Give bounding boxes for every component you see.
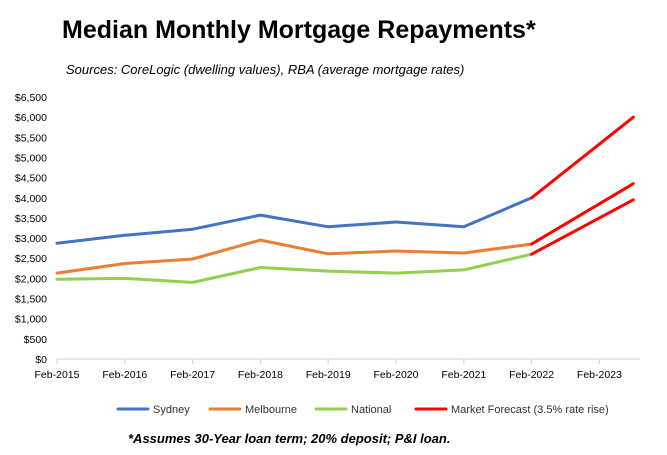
y-tick-label: $4,000	[15, 193, 47, 205]
legend-label: Market Forecast (3.5% rate rise)	[451, 404, 609, 416]
x-tick-label: Feb-2019	[306, 369, 351, 381]
x-tick-label: Feb-2017	[170, 369, 215, 381]
y-axis-ticks: $0 $500 $1,000 $1,500 $2,000 $2,500 $3,000 $3,5…	[15, 92, 47, 366]
series-line-market-forecast-3-5-rate-rise-1	[530, 115, 635, 200]
y-tick-label: $5,000	[15, 152, 47, 164]
legend: Sydney Melbourne National Market Forecast (…	[116, 404, 609, 416]
series-line-market-forecast-3-5-rate-rise-3	[530, 198, 635, 256]
chart-footnote: *Assumes 30-Year loan term; 20% deposit;…	[128, 431, 451, 446]
y-tick-label: $1,000	[15, 314, 47, 326]
y-tick-label: $6,500	[15, 92, 47, 104]
chart-subtitle: Sources: CoreLogic (dwelling values), RB…	[66, 62, 465, 77]
x-axis-ticks: Feb-2015 Feb-2016 Feb-2017 Feb-2018 Feb-2019…	[35, 359, 622, 381]
legend-label: Sydney	[153, 404, 190, 416]
x-tick-label: Feb-2021	[441, 369, 486, 381]
legend-label: Melbourne	[245, 404, 297, 416]
x-tick-label: Feb-2018	[238, 369, 283, 381]
x-tick-label: Feb-2022	[509, 369, 554, 381]
legend-label: National	[351, 404, 391, 416]
series-line-melbourne	[55, 238, 534, 275]
x-tick-label: Feb-2015	[35, 369, 80, 381]
series-layer	[55, 115, 635, 284]
series-line-national	[55, 252, 534, 284]
series-line-market-forecast-3-5-rate-rise-2	[530, 182, 635, 246]
y-tick-label: $500	[24, 334, 48, 346]
y-tick-label: $5,500	[15, 132, 47, 144]
y-tick-label: $2,000	[15, 273, 47, 285]
y-tick-label: $0	[35, 354, 47, 366]
x-tick-label: Feb-2020	[374, 369, 419, 381]
y-tick-label: $1,500	[15, 294, 47, 306]
y-tick-label: $3,500	[15, 213, 47, 225]
y-tick-label: $3,000	[15, 233, 47, 245]
y-tick-label: $2,500	[15, 253, 47, 265]
series-line-sydney	[55, 196, 534, 245]
y-tick-label: $6,000	[15, 112, 47, 124]
chart-title: Median Monthly Mortgage Repayments*	[62, 16, 536, 44]
x-tick-label: Feb-2016	[102, 369, 147, 381]
x-tick-label: Feb-2023	[577, 369, 622, 381]
y-tick-label: $4,500	[15, 173, 47, 185]
